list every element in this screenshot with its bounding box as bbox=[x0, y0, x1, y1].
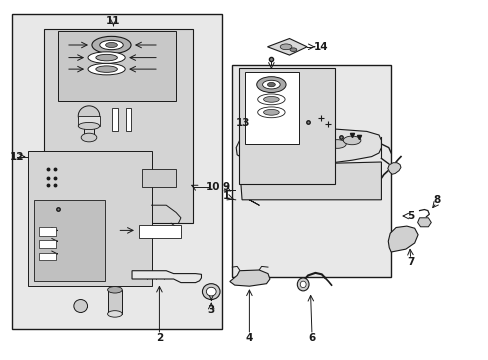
Bar bbox=[107, 290, 122, 314]
Text: 5: 5 bbox=[407, 211, 413, 221]
Text: 11: 11 bbox=[106, 15, 121, 26]
Ellipse shape bbox=[92, 36, 131, 54]
Ellipse shape bbox=[96, 66, 117, 72]
Bar bbox=[34, 200, 105, 281]
Ellipse shape bbox=[267, 82, 275, 87]
Polygon shape bbox=[387, 226, 417, 252]
Ellipse shape bbox=[328, 140, 346, 148]
Text: 8: 8 bbox=[432, 195, 439, 205]
Ellipse shape bbox=[107, 287, 122, 293]
Bar bbox=[238, 68, 334, 184]
Ellipse shape bbox=[88, 52, 125, 63]
Polygon shape bbox=[417, 218, 430, 227]
Ellipse shape bbox=[289, 48, 296, 51]
Ellipse shape bbox=[107, 311, 122, 317]
Ellipse shape bbox=[202, 284, 220, 300]
Text: 7: 7 bbox=[406, 257, 414, 267]
Polygon shape bbox=[132, 271, 201, 283]
Text: 10: 10 bbox=[205, 182, 220, 192]
Ellipse shape bbox=[88, 63, 125, 75]
Ellipse shape bbox=[263, 109, 279, 115]
Ellipse shape bbox=[81, 133, 97, 142]
Polygon shape bbox=[239, 162, 381, 200]
Bar bbox=[39, 227, 56, 236]
Ellipse shape bbox=[78, 122, 100, 130]
Bar bbox=[232, 65, 390, 277]
Ellipse shape bbox=[206, 287, 216, 296]
Text: 13: 13 bbox=[236, 118, 250, 128]
Ellipse shape bbox=[257, 107, 285, 118]
Ellipse shape bbox=[300, 281, 305, 288]
Polygon shape bbox=[387, 163, 400, 174]
Text: 14: 14 bbox=[313, 42, 327, 52]
Bar bbox=[12, 14, 222, 329]
Ellipse shape bbox=[308, 141, 326, 150]
Ellipse shape bbox=[100, 40, 123, 50]
Text: 4: 4 bbox=[245, 333, 253, 343]
Ellipse shape bbox=[263, 96, 279, 102]
Polygon shape bbox=[267, 39, 306, 55]
Ellipse shape bbox=[252, 141, 270, 150]
Ellipse shape bbox=[269, 143, 287, 151]
Polygon shape bbox=[236, 128, 381, 164]
Ellipse shape bbox=[257, 94, 285, 105]
Bar bbox=[126, 108, 131, 131]
Ellipse shape bbox=[256, 77, 285, 93]
Text: 3: 3 bbox=[207, 305, 214, 315]
Bar bbox=[58, 31, 176, 101]
Bar bbox=[44, 29, 193, 223]
Bar bbox=[39, 240, 56, 248]
Ellipse shape bbox=[78, 106, 100, 126]
Bar bbox=[78, 116, 100, 126]
Text: 12: 12 bbox=[9, 152, 24, 162]
Text: 1: 1 bbox=[223, 191, 230, 201]
Ellipse shape bbox=[96, 54, 117, 61]
Text: 9: 9 bbox=[222, 182, 229, 192]
Text: 2: 2 bbox=[156, 333, 163, 343]
Ellipse shape bbox=[280, 44, 291, 50]
Ellipse shape bbox=[105, 42, 117, 48]
Ellipse shape bbox=[262, 80, 280, 89]
Ellipse shape bbox=[289, 143, 306, 152]
Ellipse shape bbox=[297, 278, 308, 291]
Text: 6: 6 bbox=[308, 333, 315, 343]
Ellipse shape bbox=[74, 300, 87, 312]
Bar bbox=[139, 225, 181, 238]
Bar bbox=[112, 108, 118, 131]
Bar bbox=[142, 169, 176, 187]
Bar bbox=[245, 72, 299, 144]
Polygon shape bbox=[229, 270, 269, 286]
Bar bbox=[39, 253, 56, 260]
Bar bbox=[28, 151, 151, 286]
Ellipse shape bbox=[343, 136, 360, 145]
